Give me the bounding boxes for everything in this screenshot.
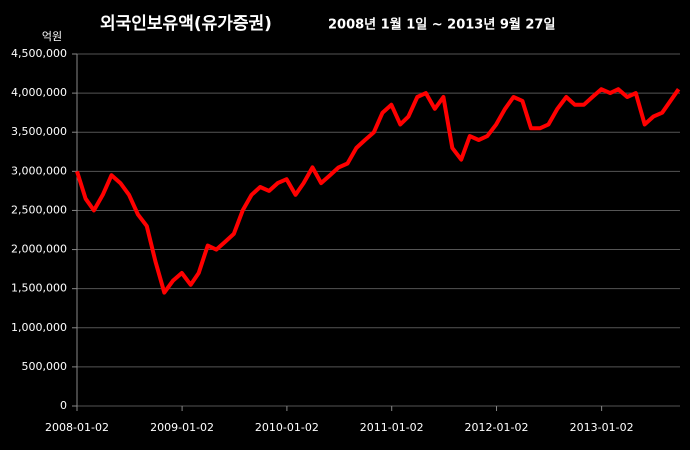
- data-line: [75, 87, 681, 295]
- y-axis-label: 억원: [42, 30, 62, 43]
- chart-title: 외국인보유액(유가증권): [100, 14, 272, 34]
- y-tick-label: 1,500,000: [11, 282, 67, 295]
- y-tick-label: 500,000: [22, 360, 68, 373]
- x-tick-label: 2009-01-02: [150, 421, 214, 434]
- y-tick-label: 3,000,000: [11, 164, 67, 177]
- x-tick-label: 2011-01-02: [360, 421, 424, 434]
- chart-subtitle: 2008년 1월 1일 ~ 2013년 9월 27일: [328, 17, 555, 33]
- y-tick-label: 2,500,000: [11, 203, 67, 216]
- y-tick-label: 0: [60, 399, 67, 412]
- x-tick-label: 2010-01-02: [255, 421, 319, 434]
- y-tick-label: 4,500,000: [11, 47, 67, 60]
- x-tick-label: 2008-01-02: [45, 421, 109, 434]
- x-tick-label: 2012-01-02: [465, 421, 529, 434]
- x-tick-label: 2013-01-02: [570, 421, 634, 434]
- y-tick-label: 1,000,000: [11, 321, 67, 334]
- y-tick-label: 3,500,000: [11, 125, 67, 138]
- y-tick-label: 4,000,000: [11, 86, 67, 99]
- y-tick-label: 2,000,000: [11, 243, 67, 256]
